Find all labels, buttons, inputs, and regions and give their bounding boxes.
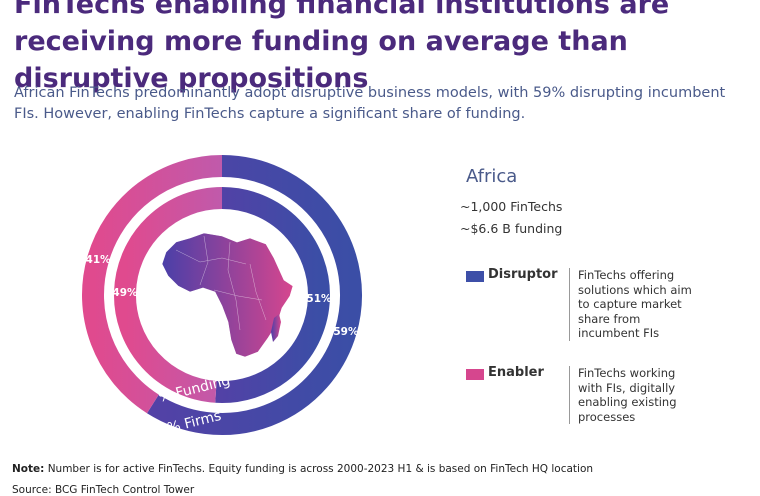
- madagascar-map: [271, 314, 281, 342]
- funding-total: ~$6.6 B funding: [460, 221, 563, 236]
- inner-ring-disruptor-label: 51%: [306, 293, 332, 305]
- legend-swatch-enabler: [466, 369, 484, 380]
- outer-ring-disruptor-slice: [147, 155, 362, 435]
- footnote: Note: Number is for active FinTechs. Equ…: [12, 463, 593, 475]
- chart-title: FinTechs enabling financial institutions…: [14, 0, 670, 94]
- africa-map: [161, 232, 294, 358]
- inner-ring-disruptor-slice: [215, 187, 330, 403]
- legend-desc-disruptor: FinTechs offering solutions which aim to…: [569, 268, 698, 341]
- legend-label-enabler: Enabler: [488, 365, 544, 380]
- map-borders: [175, 235, 267, 331]
- inner-ring-enabler-label: 49%: [112, 287, 138, 299]
- inner-ring-enabler-slice: [113, 187, 223, 403]
- note-text: Number is for active FinTechs. Equity fu…: [47, 463, 594, 475]
- outer-ring-enabler-slice: [82, 155, 223, 414]
- outer-ring-disruptor-label: 59%: [333, 326, 359, 338]
- outer-ring-enabler-label: 41%: [86, 254, 112, 266]
- region-title: Africa: [466, 166, 518, 187]
- legend-label-disruptor: Disruptor: [488, 267, 558, 282]
- chart-subtitle: African FinTechs predominantly adopt dis…: [14, 85, 726, 122]
- legend-swatch-disruptor: [466, 271, 484, 282]
- legend-desc-enabler: FinTechs working with FIs, digitally ena…: [569, 366, 698, 424]
- note-label: Note:: [12, 463, 45, 475]
- source-line: Source: BCG FinTech Control Tower: [12, 484, 195, 496]
- fintech-count: ~1,000 FinTechs: [460, 199, 563, 214]
